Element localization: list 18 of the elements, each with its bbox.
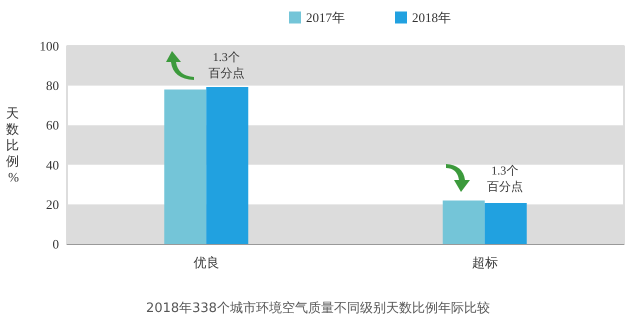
y-axis-title: 天数比例% xyxy=(6,106,20,184)
bar xyxy=(164,90,206,244)
bar xyxy=(484,203,527,244)
y-tick-label: 80 xyxy=(46,78,59,94)
y-tick-label: 0 xyxy=(52,236,59,252)
annotation: 1.3个百分点 xyxy=(486,163,523,194)
legend-label: 2018年 xyxy=(412,10,451,25)
legend-label: 2017年 xyxy=(306,10,345,25)
bar xyxy=(442,200,485,244)
y-tick-label: 100 xyxy=(40,38,59,54)
y-tick-label: 20 xyxy=(46,196,59,212)
x-tick-label: 超标 xyxy=(472,255,498,270)
annotation: 1.3个百分点 xyxy=(208,50,244,80)
text: 2018年338个城市环境空气质量不同级别天数比例年际比较 xyxy=(146,300,490,316)
y-tick-label: 60 xyxy=(46,118,59,133)
y-tick-label: 40 xyxy=(46,157,59,172)
bar xyxy=(206,86,248,244)
x-tick-label: 优良 xyxy=(193,255,220,270)
